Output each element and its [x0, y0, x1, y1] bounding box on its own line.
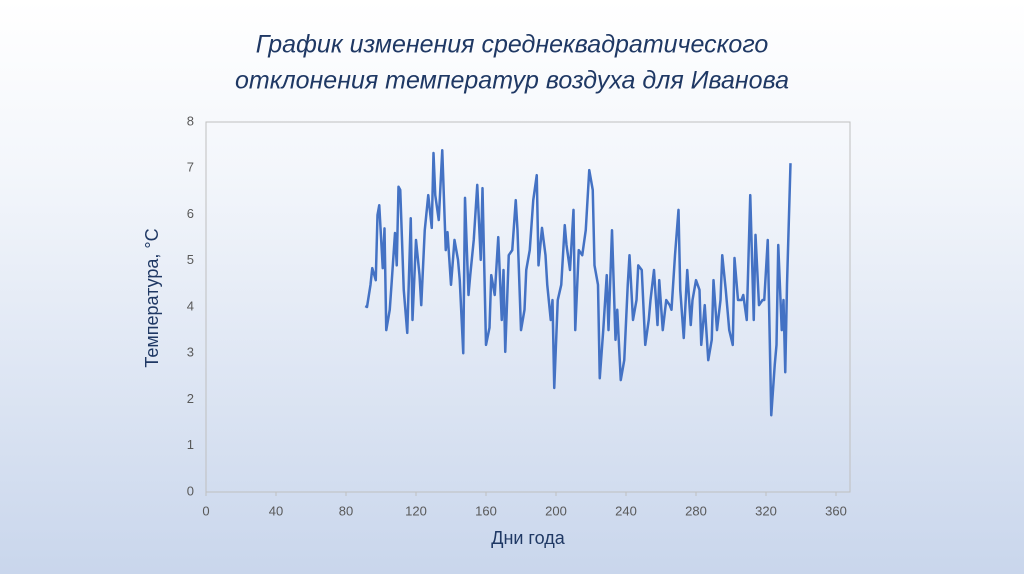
x-tick-label: 320 [755, 503, 777, 518]
x-tick-label: 160 [475, 503, 497, 518]
y-tick-label: 8 [187, 113, 194, 128]
chart-title: отклонения температур воздуха для Иванов… [235, 67, 789, 95]
y-tick-label: 2 [187, 391, 194, 406]
y-axis-label: Температура, °С [142, 228, 162, 367]
x-tick-label: 240 [615, 503, 637, 518]
x-axis-label: Дни года [491, 528, 565, 548]
y-tick-label: 0 [187, 483, 194, 498]
y-tick-label: 1 [187, 437, 194, 452]
x-tick-label: 360 [825, 503, 847, 518]
y-tick-label: 4 [187, 298, 194, 313]
plot-area [205, 121, 851, 493]
y-tick-label: 6 [187, 206, 194, 221]
data-line [364, 148, 792, 417]
y-tick-label: 3 [187, 345, 194, 360]
x-tick-label: 0 [202, 503, 209, 518]
x-tick-label: 280 [685, 503, 707, 518]
y-tick-label: 5 [187, 252, 194, 267]
x-tick-label: 200 [545, 503, 567, 518]
chart-title: График изменения среднеквадратического [256, 31, 769, 59]
x-tick-label: 40 [269, 503, 283, 518]
x-tick-label: 80 [339, 503, 353, 518]
y-tick-label: 7 [187, 160, 194, 175]
x-tick-label: 120 [405, 503, 427, 518]
